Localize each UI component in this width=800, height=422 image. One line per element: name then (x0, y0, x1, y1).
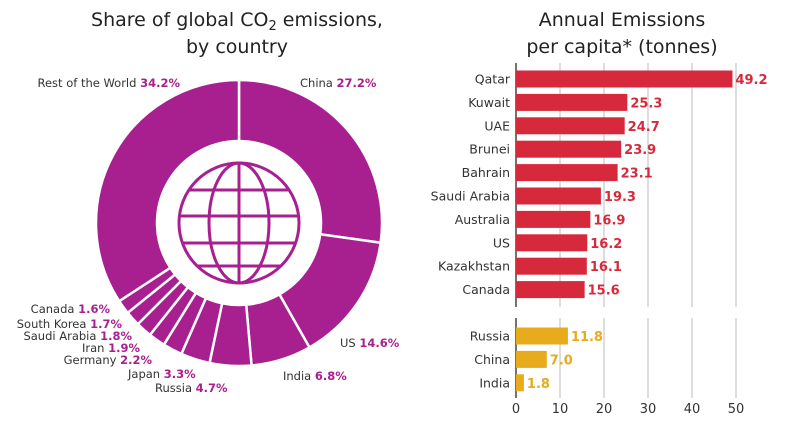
bar-chart: 0 10 20 30 40 50 Qatar 49.2 Kuwait 25.3 UAE 24.7 Bru… (431, 63, 768, 417)
slice-label-name: Rest of the World (38, 76, 141, 90)
slice-label-value: 2.2% (120, 353, 152, 367)
bar-category-label: Russia (470, 329, 510, 344)
bar-category-label: Kuwait (468, 95, 510, 110)
bar-brunei (516, 140, 622, 158)
bar-category-label: Qatar (475, 72, 511, 87)
bar-canada (516, 281, 585, 299)
globe-icon (177, 161, 301, 285)
bar-value-label: 19.3 (604, 190, 636, 205)
bar-title-line2: per capita* (tonnes) (526, 36, 717, 58)
donut-slice-rest-of-the-world (94, 78, 241, 303)
slice-label-value: 6.8% (315, 369, 347, 383)
bar-category-label: US (493, 235, 510, 250)
bar-us (516, 234, 588, 252)
slice-label-name: China (300, 76, 337, 90)
bar-value-label: 24.7 (628, 120, 660, 135)
bar-title-line1: Annual Emissions (539, 9, 706, 31)
bar-category-label: India (479, 375, 510, 390)
slice-label-name: US (340, 336, 359, 350)
bar-value-label: 23.1 (621, 167, 653, 182)
bar-value-label: 15.6 (588, 284, 620, 299)
bar-category-label: China (474, 352, 510, 367)
x-tick-label: 10 (552, 402, 569, 417)
bar-value-label: 16.9 (593, 213, 625, 228)
bar-value-label: 23.9 (624, 143, 656, 158)
x-tick-label: 40 (684, 402, 701, 417)
bar-saudi-arabia (516, 187, 601, 205)
slice-label-value: 1.8% (100, 329, 132, 343)
bar-kuwait (516, 93, 628, 111)
slice-label: Germany 2.2% (64, 353, 153, 367)
bar-kazakhstan (516, 257, 587, 275)
slice-label-value: 3.3% (164, 367, 196, 381)
slice-label: Saudi Arabia 1.8% (23, 329, 132, 343)
slice-label-name: Iran (82, 341, 108, 355)
bar-bahrain (516, 164, 618, 182)
bar-category-label: Brunei (469, 142, 510, 157)
slice-label-value: 1.7% (90, 317, 122, 331)
x-tick-label: 0 (512, 402, 520, 417)
donut-slice-china (237, 78, 384, 245)
bar-value-label: 11.8 (571, 330, 603, 345)
slice-label-value: 27.2% (337, 76, 377, 90)
slice-label-name: Russia (155, 381, 196, 395)
slice-label: Iran 1.9% (82, 341, 140, 355)
slice-label: China 27.2% (300, 76, 377, 90)
donut-title-line1: Share of global CO2 emissions, (91, 9, 383, 34)
slice-label: Japan 3.3% (127, 367, 196, 381)
bar-value-label: 16.1 (590, 260, 622, 275)
bar-category-label: UAE (484, 118, 510, 133)
bar-russia (516, 327, 568, 345)
bar-qatar (516, 70, 733, 88)
slice-label: Rest of the World 34.2% (38, 76, 181, 90)
bar-china (516, 350, 547, 368)
slice-label-value: 14.6% (359, 336, 399, 350)
donut-title-line2: by country (186, 36, 288, 58)
bar-value-label: 16.2 (590, 237, 622, 252)
bar-category-label: Saudi Arabia (431, 189, 510, 204)
slice-label-value: 34.2% (140, 76, 180, 90)
x-tick-label: 20 (596, 402, 613, 417)
bar-category-label: Kazakhstan (438, 259, 510, 274)
slice-label-name: South Korea (17, 317, 90, 331)
slice-label-value: 1.9% (108, 341, 140, 355)
slice-label: Russia 4.7% (155, 381, 228, 395)
slice-label-name: Saudi Arabia (23, 329, 100, 343)
bar-value-label: 25.3 (630, 96, 662, 111)
slice-label: India 6.8% (283, 369, 347, 383)
slice-label-name: Canada (31, 302, 78, 316)
bar-value-label: 49.2 (735, 73, 767, 88)
bar-australia (516, 210, 591, 228)
donut-chart: China 27.2% US 14.6% India 6.8% Russia 4.7%… (17, 76, 400, 395)
bar-value-label: 7.0 (550, 353, 573, 368)
slice-label: South Korea 1.7% (17, 317, 123, 331)
bar-value-label: 1.8 (527, 377, 550, 392)
slice-label-name: Japan (127, 367, 164, 381)
bar-category-label: Bahrain (462, 165, 510, 180)
slice-label-value: 1.6% (78, 302, 110, 316)
bar-category-label: Australia (455, 212, 510, 227)
slice-label: Canada 1.6% (31, 302, 111, 316)
bar-uae (516, 117, 625, 135)
x-tick-label: 50 (728, 402, 745, 417)
bar-category-label: Canada (462, 282, 510, 297)
bar-india (516, 374, 524, 392)
x-tick-label: 30 (640, 402, 657, 417)
slice-label: US 14.6% (340, 336, 400, 350)
slice-label-value: 4.7% (196, 381, 228, 395)
slice-label-name: India (283, 369, 315, 383)
slice-label-name: Germany (64, 353, 121, 367)
